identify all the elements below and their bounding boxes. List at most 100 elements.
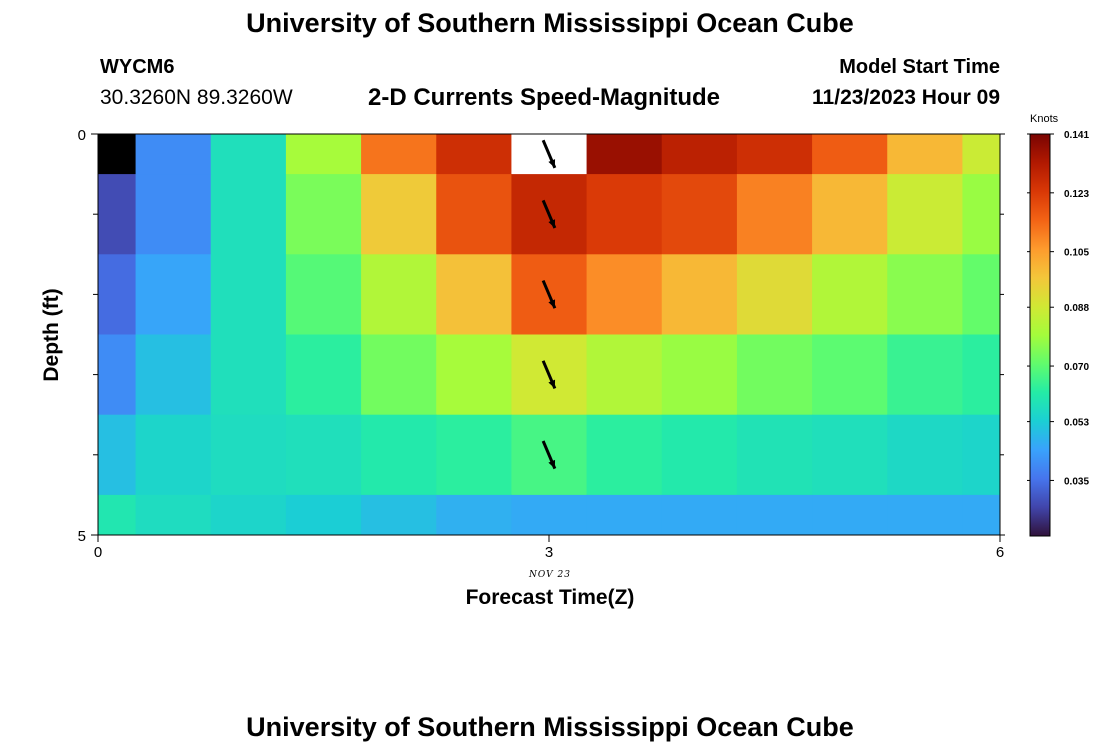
heatmap-cell: [962, 494, 1001, 536]
heatmap-cell: [661, 414, 738, 496]
colorbar-units: Knots: [1030, 113, 1059, 125]
heatmap-cell: [436, 174, 512, 255]
heatmap-cell: [135, 174, 212, 255]
heatmap-cell: [887, 134, 963, 175]
y-axis-label: Depth (ft): [40, 288, 63, 381]
heatmap-cell: [812, 174, 888, 255]
heatmap-cell: [98, 414, 137, 496]
heatmap-cell: [210, 494, 287, 536]
current-vector: [541, 280, 557, 309]
page-title: University of Southern Mississippi Ocean…: [246, 8, 854, 38]
heatmap-cell: [887, 494, 963, 536]
colorbar-tick-label: 0.105: [1064, 248, 1089, 259]
heatmap-cell: [736, 174, 813, 255]
heatmap-cell: [361, 134, 437, 175]
colorbar-tick-label: 0.035: [1064, 476, 1089, 487]
heatmap-cell: [361, 334, 437, 416]
heatmap-cell: [135, 494, 212, 536]
heatmap-cell: [962, 254, 1001, 335]
current-vector: [541, 199, 557, 229]
current-vector: [541, 139, 557, 169]
heatmap-cell: [135, 134, 212, 175]
heatmap-cell: [285, 414, 362, 496]
heatmap-cell: [436, 414, 512, 496]
heatmap-cell: [285, 334, 362, 416]
y-tick-label: 5: [78, 528, 86, 545]
heatmap-cell: [887, 414, 963, 496]
station-id: WYCM6: [100, 56, 175, 78]
x-tick-label: 6: [996, 544, 1004, 561]
heatmap-cell: [511, 494, 588, 536]
colorbar-tick-label: 0.053: [1064, 418, 1089, 429]
heatmap-cell: [962, 334, 1001, 416]
heatmap-cell: [210, 334, 287, 416]
heatmap-cell: [812, 254, 888, 335]
heatmap-cell: [962, 414, 1001, 496]
y-tick-label: 0: [78, 127, 86, 144]
heatmap-cell: [98, 174, 137, 255]
x-axis-label: Forecast Time(Z): [466, 586, 635, 609]
x-date-label: NOV 23: [528, 570, 571, 580]
heatmap-cell: [361, 254, 437, 335]
heatmap-cell: [210, 254, 287, 335]
heatmap-cell: [661, 494, 738, 536]
heatmap-cell: [962, 134, 1001, 175]
heatmap-cell: [285, 174, 362, 255]
current-vector: [541, 360, 557, 389]
colorbar-tick-label: 0.123: [1064, 189, 1089, 200]
x-tick-label: 3: [545, 544, 553, 561]
footer-title: University of Southern Mississippi Ocean…: [246, 712, 854, 742]
heatmap-cell: [887, 334, 963, 416]
heatmap-cell: [586, 254, 663, 335]
heatmap-cell: [736, 254, 813, 335]
model-start-label: Model Start Time: [839, 56, 1000, 78]
heatmap-cell: [98, 494, 137, 536]
heatmap-cell: [210, 174, 287, 255]
station-coordinates: 30.3260N 89.3260W: [100, 86, 293, 109]
current-vector: [541, 440, 557, 470]
heatmap-cell: [436, 334, 512, 416]
heatmap-cell: [887, 254, 963, 335]
heatmap-cell: [98, 134, 137, 175]
heatmap-cell: [661, 174, 738, 255]
heatmap-cell: [736, 414, 813, 496]
heatmap-cell: [361, 414, 437, 496]
heatmap-cell: [285, 254, 362, 335]
colorbar-tick-label: 0.070: [1064, 362, 1089, 373]
heatmap-cell: [361, 494, 437, 536]
heatmap-cell: [887, 174, 963, 255]
heatmap-cell: [135, 414, 212, 496]
colorbar-tick-label: 0.141: [1064, 130, 1089, 141]
heatmap-cell: [812, 494, 888, 536]
model-start-value: 11/23/2023 Hour 09: [812, 86, 1000, 109]
heatmap-cell: [586, 494, 663, 536]
heatmap-cell: [962, 174, 1001, 255]
heatmap-cell: [586, 174, 663, 255]
heatmap-cell: [661, 254, 738, 335]
heatmap-cell: [436, 134, 512, 175]
heatmap-cell: [361, 174, 437, 255]
heatmap-cell: [586, 334, 663, 416]
chart-subtitle: 2-D Currents Speed-Magnitude: [368, 84, 721, 111]
heatmap-cell: [285, 494, 362, 536]
x-tick-label: 0: [94, 544, 102, 561]
heatmap-cell: [210, 414, 287, 496]
heatmap-cell: [98, 254, 137, 335]
heatmap-cell: [210, 134, 287, 175]
heatmap-cell: [812, 134, 888, 175]
heatmap-cell: [661, 334, 738, 416]
heatmap-cell: [736, 334, 813, 416]
heatmap-cell: [436, 254, 512, 335]
heatmap-cell: [586, 134, 663, 175]
heatmap-cell: [98, 334, 137, 416]
heatmap-cell: [661, 134, 738, 175]
heatmap-cell: [736, 134, 813, 175]
heatmap-cell: [135, 334, 212, 416]
heatmap-cell: [736, 494, 813, 536]
heatmap-cell: [812, 334, 888, 416]
heatmap-cell: [436, 494, 512, 536]
colorbar-tick-label: 0.088: [1064, 303, 1089, 314]
heatmap-cell: [586, 414, 663, 496]
heatmap-cell: [135, 254, 212, 335]
